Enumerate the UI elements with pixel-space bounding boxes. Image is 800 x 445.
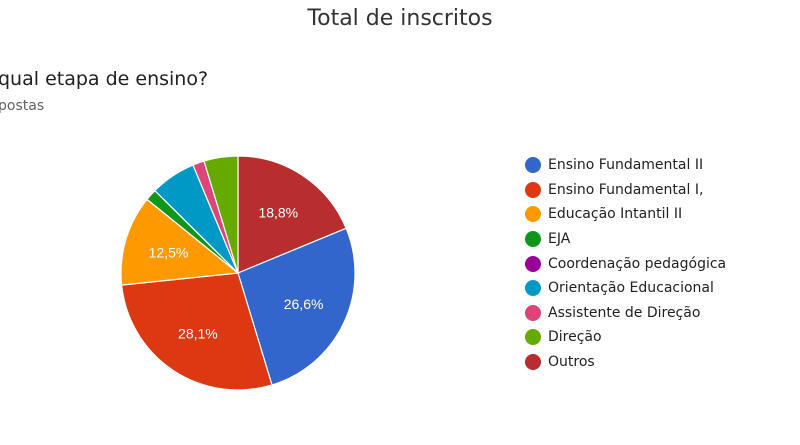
pie-slice-ensino-fundamental-ii[interactable]: [237, 227, 356, 386]
slice-label-outros: 18,8%: [258, 205, 298, 221]
pie-slice-ensino-fundamental-i[interactable]: [120, 272, 273, 391]
legend-item-orientacao-educacional[interactable]: Orientação Educacional: [525, 276, 726, 301]
legend-swatch: [525, 157, 541, 174]
legend-label: EJA: [548, 231, 571, 248]
legend-label: Ensino Fundamental II: [548, 157, 704, 174]
legend-item-eja[interactable]: EJA: [525, 227, 726, 252]
legend-item-direcao[interactable]: Direção: [525, 325, 726, 350]
legend-label: Ensino Fundamental I,: [548, 181, 704, 198]
pie-slice-outros[interactable]: [237, 155, 347, 274]
legend-item-ensino-fundamental-i[interactable]: Ensino Fundamental I,: [525, 178, 726, 203]
legend-label: Educação Intantil II: [548, 206, 683, 223]
slice-label-ensino-fundamental-ii: 26,6%: [284, 296, 324, 312]
slice-label-educacao-intantil-ii: 12,5%: [149, 244, 189, 260]
legend-swatch: [525, 255, 541, 272]
legend-label: Outros: [548, 354, 595, 371]
legend-label: Coordenação pedagógica: [548, 255, 727, 272]
legend-item-educacao-intantil-ii[interactable]: Educação Intantil II: [525, 202, 726, 227]
legend-swatch: [525, 304, 541, 321]
response-count: postas: [0, 98, 45, 114]
chart-title: Total de inscritos: [307, 6, 493, 31]
slice-label-ensino-fundamental-i: 28,1%: [178, 325, 218, 341]
question-title: qual etapa de ensino?: [0, 68, 209, 90]
legend-swatch: [525, 354, 541, 371]
legend-item-outros[interactable]: Outros: [525, 350, 726, 375]
legend-swatch: [525, 206, 541, 223]
legend-label: Assistente de Direção: [548, 304, 701, 321]
legend-swatch: [525, 329, 541, 346]
pie-slice-educacao-intantil-ii[interactable]: [120, 198, 240, 286]
pie-slice-direcao[interactable]: [203, 155, 239, 274]
legend-swatch: [525, 280, 541, 297]
legend-item-ensino-fundamental-ii[interactable]: Ensino Fundamental II: [525, 153, 726, 178]
legend-item-coordenacao-pedagogica[interactable]: Coordenação pedagógica: [525, 251, 726, 276]
chart-legend: Ensino Fundamental II Ensino Fundamental …: [525, 153, 726, 374]
legend-item-assistente-de-direcao[interactable]: Assistente de Direção: [525, 301, 726, 326]
legend-label: Direção: [548, 329, 602, 346]
legend-label: Orientação Educacional: [548, 280, 714, 297]
legend-swatch: [525, 181, 541, 198]
legend-swatch: [525, 231, 541, 248]
